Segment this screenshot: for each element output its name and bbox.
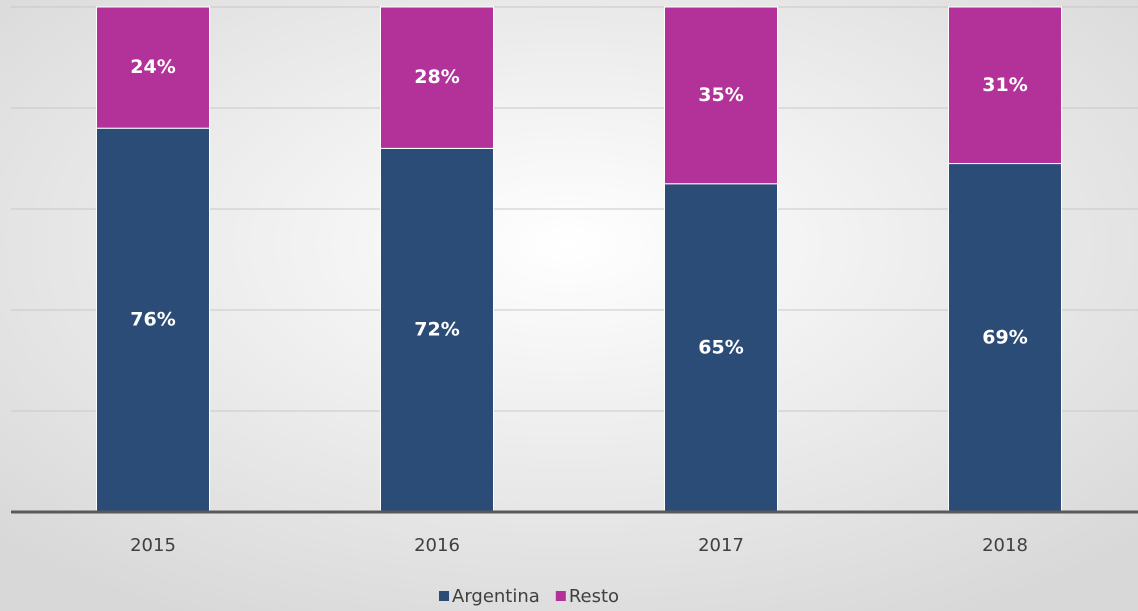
x-tick-label: 2016 bbox=[414, 535, 460, 556]
bar-segment bbox=[380, 6, 494, 149]
data-label: 35% bbox=[698, 84, 743, 106]
x-tick-label: 2015 bbox=[130, 535, 176, 556]
x-tick-label: 2017 bbox=[698, 535, 744, 556]
bar-segment bbox=[664, 6, 778, 185]
data-label: 31% bbox=[982, 74, 1027, 96]
data-label: 28% bbox=[414, 66, 459, 88]
bar-segment bbox=[948, 6, 1062, 165]
data-label: 69% bbox=[982, 326, 1027, 348]
bar-segment bbox=[96, 6, 210, 129]
data-label: 65% bbox=[698, 336, 743, 358]
x-tick-label: 2018 bbox=[982, 535, 1028, 556]
legend-swatch bbox=[439, 591, 449, 601]
legend-label: Resto bbox=[569, 586, 619, 607]
data-label: 76% bbox=[130, 309, 175, 331]
data-label: 72% bbox=[414, 319, 459, 341]
bar-segment bbox=[96, 127, 210, 513]
legend-swatch bbox=[555, 591, 566, 601]
legend-label: Argentina bbox=[452, 586, 540, 607]
data-label: 24% bbox=[130, 56, 175, 78]
